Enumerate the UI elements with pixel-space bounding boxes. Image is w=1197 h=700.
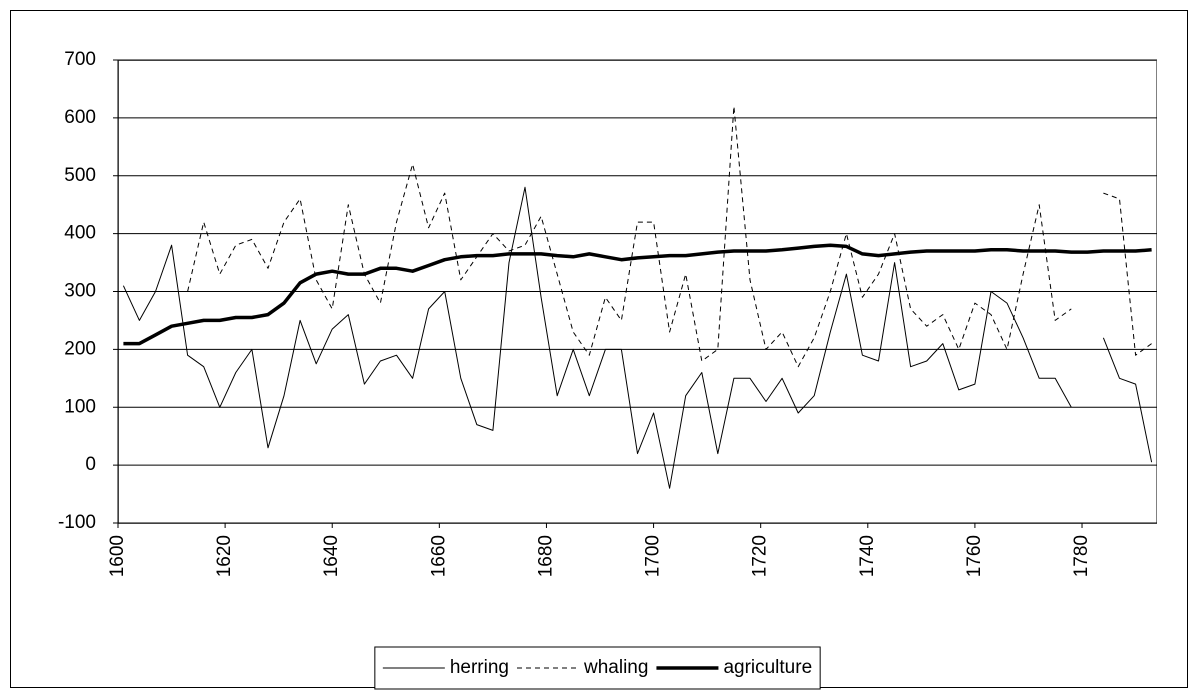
x-tick-label: 1760 bbox=[964, 535, 985, 577]
legend-label: whaling bbox=[583, 657, 648, 678]
legend-label: herring bbox=[450, 657, 509, 678]
y-tick-label: 600 bbox=[64, 107, 96, 128]
y-tick-label: -100 bbox=[58, 512, 96, 533]
y-tick-label: 700 bbox=[64, 49, 96, 70]
series-line bbox=[187, 105, 1152, 368]
x-tick-label: 1680 bbox=[535, 535, 556, 577]
x-tick-label: 1780 bbox=[1071, 535, 1092, 577]
legend bbox=[374, 646, 821, 690]
y-tick-label: 400 bbox=[64, 223, 96, 244]
series-line bbox=[123, 243, 1152, 346]
y-tick-label: 100 bbox=[64, 396, 96, 417]
y-tick-label: 500 bbox=[64, 165, 96, 186]
y-tick-label: 0 bbox=[85, 454, 96, 475]
x-tick-label: 1640 bbox=[321, 535, 342, 577]
y-tick-label: 300 bbox=[64, 281, 96, 302]
x-tick-label: 1700 bbox=[643, 535, 664, 577]
x-tick-label: 1740 bbox=[857, 535, 878, 577]
x-tick-label: 1720 bbox=[750, 535, 771, 577]
y-tick-label: 200 bbox=[64, 338, 96, 359]
x-tick-label: 1600 bbox=[107, 535, 128, 577]
x-tick-label: 1620 bbox=[214, 535, 235, 577]
series-line bbox=[122, 186, 1153, 489]
x-tick-label: 1660 bbox=[428, 535, 449, 577]
legend-label: agriculture bbox=[723, 657, 812, 678]
